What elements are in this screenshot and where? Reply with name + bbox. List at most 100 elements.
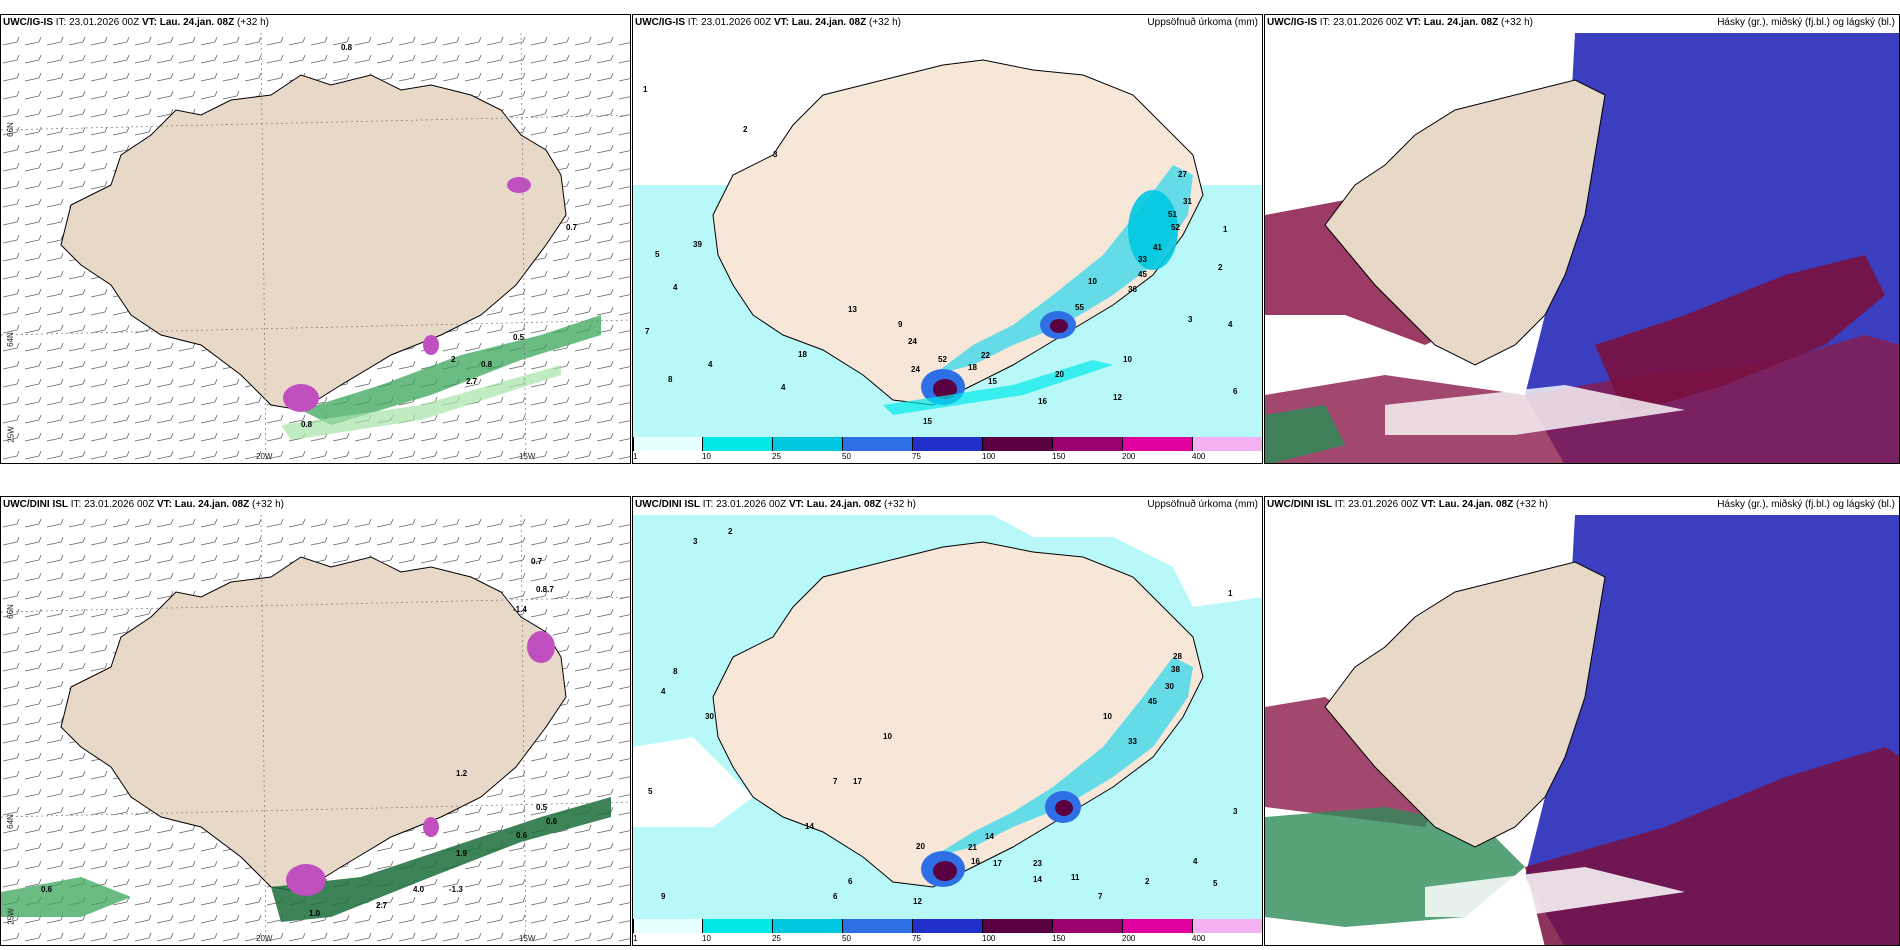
- it-value: 23.01.2026 00Z: [701, 17, 772, 28]
- vt-value: Lau. 24.jan. 08Z: [159, 17, 235, 28]
- value-label: 23: [1033, 859, 1042, 868]
- vt-label: VT:: [1420, 499, 1436, 510]
- value-label: 52: [938, 355, 947, 364]
- value-label: 8: [668, 375, 673, 384]
- panel-wind-dini: UWC/DINI ISL IT: 23.01.2026 00Z VT: Lau.…: [0, 496, 631, 946]
- value-label: 5: [648, 787, 653, 796]
- value-label: 9: [661, 892, 666, 901]
- vt-label: VT:: [1405, 17, 1421, 28]
- it-label: IT:: [702, 499, 714, 510]
- value-label: 24: [911, 365, 920, 374]
- legend-cell: [703, 437, 773, 451]
- vt-label: VT:: [156, 499, 172, 510]
- value-label: 51: [1168, 210, 1177, 219]
- legend-tick: 75: [912, 934, 921, 943]
- value-label: 2: [743, 125, 748, 134]
- lead-time: (+32 h): [237, 17, 269, 28]
- value-label: 10: [1103, 712, 1112, 721]
- panel-precip-dini: UWC/DINI ISL IT: 23.01.2026 00Z VT: Lau.…: [632, 496, 1263, 946]
- lat-label-64n: 64N: [5, 814, 15, 829]
- value-label: 6: [833, 892, 838, 901]
- legend-tick: 200: [1122, 934, 1136, 943]
- value-label: 15: [988, 377, 997, 386]
- value-label: 12: [913, 897, 922, 906]
- value-label: 4.0: [413, 885, 425, 894]
- value-label: 10: [1088, 277, 1097, 286]
- value-label: 0.6: [546, 817, 558, 826]
- it-value: 23.01.2026 00Z: [716, 499, 787, 510]
- value-label: 22: [981, 351, 990, 360]
- value-label: 14: [985, 832, 994, 841]
- model-name: UWC/DINI ISL: [3, 499, 68, 510]
- value-label: 0.8: [341, 43, 353, 52]
- map-title: Uppsöfnuð úrkoma (mm): [1147, 499, 1258, 510]
- map-wind-dini: [1, 514, 630, 945]
- value-label: 5: [655, 250, 660, 259]
- value-label: 2.7: [466, 377, 478, 386]
- legend-tick: 25: [772, 934, 781, 943]
- map-precip-ig: [633, 33, 1262, 447]
- value-label: 0.5: [513, 333, 525, 342]
- legend-tick: 400: [1192, 452, 1206, 461]
- value-label: 8: [673, 667, 678, 676]
- legend-tick: 75: [912, 452, 921, 461]
- value-label: 0.6: [516, 831, 528, 840]
- lat-label-64n: 64N: [5, 332, 15, 347]
- value-label: 17: [993, 859, 1002, 868]
- value-label: 55: [1075, 303, 1084, 312]
- value-label: -1.3: [449, 885, 463, 894]
- legend-cell: [983, 437, 1053, 451]
- precip-legend: 1 10 25 50 75 100 150 200 400: [633, 437, 1262, 463]
- legend-tick: 50: [842, 934, 851, 943]
- value-label: 21: [968, 843, 977, 852]
- value-label: 6: [848, 877, 853, 886]
- value-label: 38: [1171, 665, 1180, 674]
- legend-tick: 200: [1122, 452, 1136, 461]
- value-label: 1.9: [456, 849, 468, 858]
- value-label: 7: [1098, 892, 1103, 901]
- map-precip-dini: [633, 515, 1262, 929]
- value-label: 12: [1113, 393, 1122, 402]
- value-label: 39: [693, 240, 702, 249]
- legend-cell: [1193, 437, 1262, 451]
- panel-header: UWC/DINI ISL IT: 23.01.2026 00Z VT: Lau.…: [635, 499, 1260, 515]
- value-label: 9: [898, 320, 903, 329]
- legend-cell: [913, 437, 983, 451]
- model-name: UWC/DINI ISL: [635, 499, 700, 510]
- value-label: 3: [1233, 807, 1238, 816]
- legend-tick: 100: [982, 452, 996, 461]
- value-label: 33: [1138, 255, 1147, 264]
- legend-cell: [773, 919, 843, 933]
- value-label: 16: [971, 857, 980, 866]
- lat-label-66n: 66N: [5, 604, 15, 619]
- value-label: 17: [853, 777, 862, 786]
- value-label: 6: [1233, 387, 1238, 396]
- value-label: 0.5: [536, 803, 548, 812]
- lon-label-15w: 15W: [519, 934, 536, 943]
- value-label: 45: [1138, 270, 1147, 279]
- panel-header: UWC/IG-IS IT: 23.01.2026 00Z VT: Lau. 24…: [635, 17, 1260, 33]
- value-label: 16: [1038, 397, 1047, 406]
- value-label: 11: [1071, 873, 1080, 882]
- value-label: 2: [1145, 877, 1150, 886]
- legend-cell: [1123, 919, 1193, 933]
- value-label: 0.8: [301, 420, 313, 429]
- map-title: Hásky (gr.), miðský (fj.bl.) og lágský (…: [1717, 17, 1895, 28]
- panel-clouds-dini: UWC/DINI ISL IT: 23.01.2026 00Z VT: Lau.…: [1264, 496, 1900, 946]
- value-label: 0.7: [531, 557, 543, 566]
- value-label: 4: [673, 283, 678, 292]
- value-label: 52: [1171, 223, 1180, 232]
- value-label: 2: [1218, 263, 1223, 272]
- panel-clouds-ig: UWC/IG-IS IT: 23.01.2026 00Z VT: Lau. 24…: [1264, 14, 1900, 464]
- legend-tick: 25: [772, 452, 781, 461]
- map-clouds-ig: [1265, 33, 1899, 463]
- value-label: 36: [1128, 285, 1137, 294]
- value-label: 45: [1148, 697, 1157, 706]
- it-value: 23.01.2026 00Z: [84, 499, 155, 510]
- value-label: 5: [1213, 879, 1218, 888]
- legend-cell: [983, 919, 1053, 933]
- it-label: IT:: [1319, 17, 1331, 28]
- lat-label-66n: 66N: [5, 122, 15, 137]
- value-label: 24: [908, 337, 917, 346]
- value-label: 3: [773, 150, 778, 159]
